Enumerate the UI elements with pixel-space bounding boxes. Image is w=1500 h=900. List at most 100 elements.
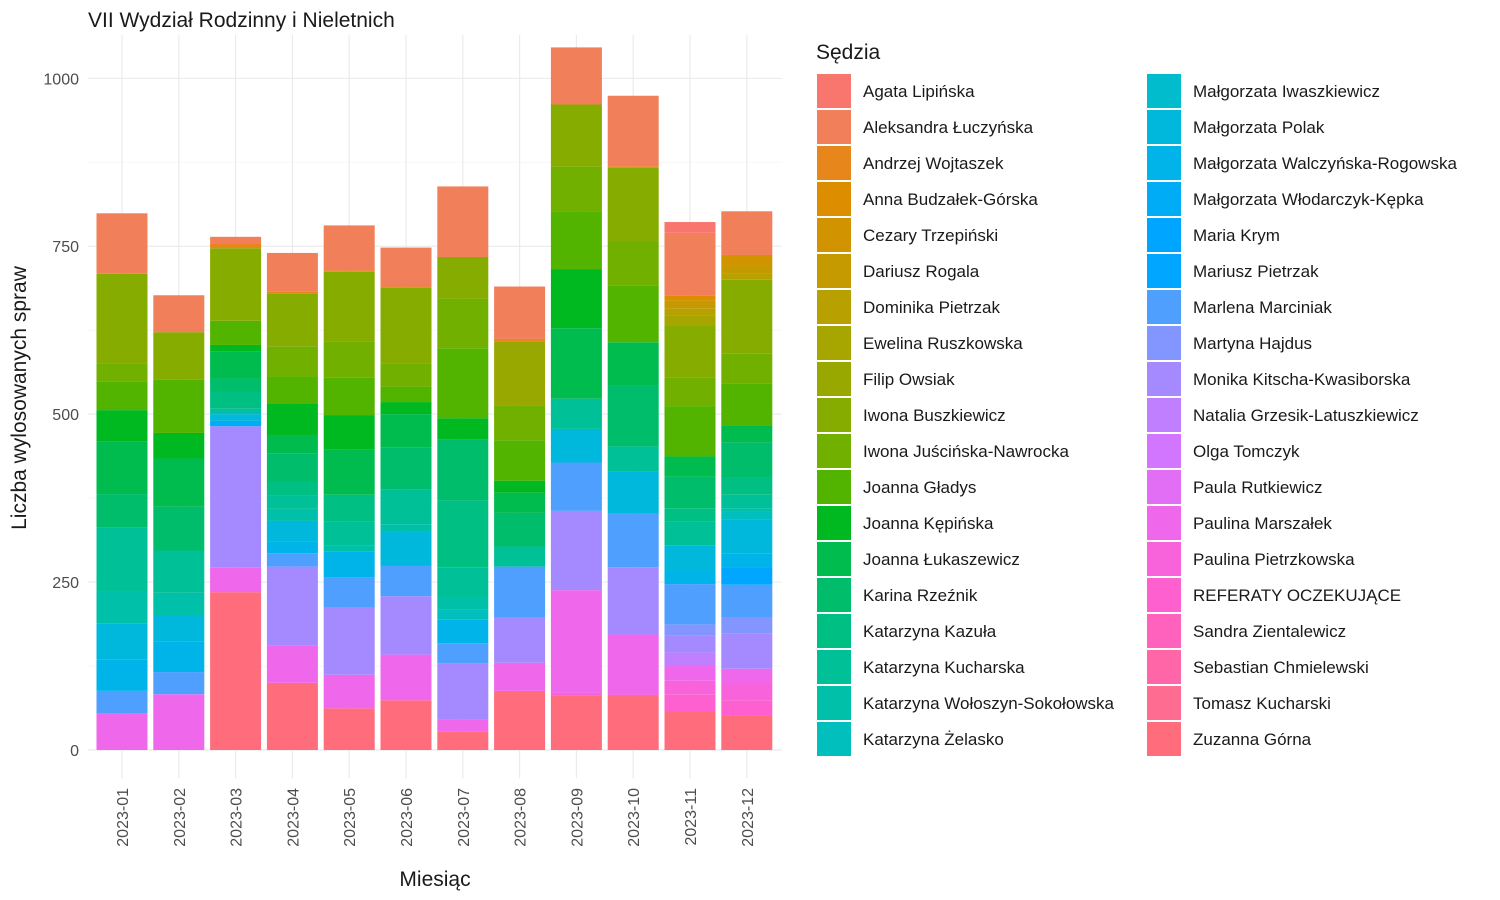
legend-key bbox=[1147, 362, 1181, 396]
bar-segment bbox=[266, 403, 318, 435]
legend-label: Iwona Juścińska-Nawrocka bbox=[863, 442, 1070, 461]
y-tick-label: 1000 bbox=[43, 71, 79, 88]
legend-label: Dominika Pietrzak bbox=[863, 298, 1000, 317]
legend-label: Ewelina Ruszkowska bbox=[863, 334, 1023, 353]
bar-segment bbox=[210, 420, 262, 427]
bar-segment bbox=[721, 494, 773, 509]
bar-segment bbox=[607, 471, 659, 514]
legend-key bbox=[817, 542, 851, 576]
legend-key bbox=[1147, 470, 1181, 504]
bar-segment bbox=[380, 489, 432, 525]
bar-segment bbox=[153, 295, 205, 333]
bar-segment bbox=[494, 546, 546, 567]
bar-segment bbox=[380, 700, 432, 750]
bar-segment bbox=[437, 567, 489, 598]
bar-segment bbox=[96, 410, 148, 442]
bar-segment bbox=[437, 256, 489, 299]
bar-segment bbox=[266, 481, 318, 496]
legend-label: Katarzyna Kucharska bbox=[863, 658, 1025, 677]
legend-key bbox=[817, 362, 851, 396]
bar-segment bbox=[664, 680, 716, 695]
legend-label: Cezary Trzepiński bbox=[863, 226, 998, 245]
bar-segment bbox=[96, 713, 148, 750]
bar-segment bbox=[550, 269, 602, 329]
bar-segment bbox=[664, 406, 716, 457]
bar-segment bbox=[323, 341, 375, 378]
bar-segment bbox=[664, 584, 716, 625]
bar-segment bbox=[664, 694, 716, 712]
bar-segment bbox=[323, 377, 375, 416]
bar-segment bbox=[96, 381, 148, 411]
legend-label: Małgorzata Włodarczyk-Kępka bbox=[1193, 190, 1424, 209]
bar-segment bbox=[664, 456, 716, 477]
bar-segment bbox=[323, 607, 375, 675]
y-tick-label: 750 bbox=[52, 239, 79, 256]
bar-segment bbox=[607, 567, 659, 635]
bar-segment bbox=[323, 271, 375, 342]
bar-segment bbox=[210, 414, 262, 421]
bar-segment bbox=[210, 408, 262, 415]
bar-segment bbox=[664, 377, 716, 407]
x-tick-label: 2023-09 bbox=[569, 788, 586, 847]
bar-segment bbox=[96, 273, 148, 364]
bar-segment bbox=[153, 641, 205, 673]
legend-label: Paula Rutkiewicz bbox=[1193, 478, 1322, 497]
bar-segment bbox=[721, 508, 773, 512]
x-tick-label: 2023-10 bbox=[626, 788, 643, 847]
x-tick-label: 2023-12 bbox=[740, 788, 757, 847]
legend-key bbox=[817, 506, 851, 540]
bar-segment bbox=[664, 545, 716, 572]
y-tick-label: 250 bbox=[52, 575, 79, 592]
bar-segment bbox=[380, 402, 432, 415]
legend-label: Monika Kitscha-Kwasiborska bbox=[1193, 370, 1411, 389]
legend-key bbox=[817, 578, 851, 612]
legend-key bbox=[817, 434, 851, 468]
bar-segment bbox=[721, 519, 773, 554]
bar-segment bbox=[664, 315, 716, 326]
bar-segment bbox=[664, 232, 716, 296]
bar-segment bbox=[721, 442, 773, 478]
bar-segment bbox=[494, 341, 546, 406]
bar-segment bbox=[721, 211, 773, 255]
bar-segment bbox=[210, 592, 262, 750]
bar-segment bbox=[607, 285, 659, 343]
legend-label: Dariusz Rogala bbox=[863, 262, 980, 281]
bar-segment bbox=[437, 597, 489, 610]
bar-segment bbox=[494, 338, 546, 342]
bar-segment bbox=[664, 300, 716, 309]
bar-segment bbox=[721, 265, 773, 274]
legend-label: Marlena Marciniak bbox=[1193, 298, 1332, 317]
legend-key bbox=[817, 110, 851, 144]
x-tick-label: 2023-11 bbox=[683, 788, 700, 846]
x-tick-label: 2023-07 bbox=[456, 788, 473, 847]
bar-segment bbox=[210, 567, 262, 593]
bar-segment bbox=[380, 386, 432, 403]
bar-segment bbox=[721, 683, 773, 701]
legend-key bbox=[1147, 614, 1181, 648]
legend-label: Joanna Kępińska bbox=[863, 514, 994, 533]
bar-segment bbox=[266, 376, 318, 404]
legend-key bbox=[1147, 218, 1181, 252]
bar-segment bbox=[437, 186, 489, 257]
bar-segment bbox=[494, 566, 546, 618]
legend-key bbox=[817, 470, 851, 504]
bar-segment bbox=[380, 247, 432, 287]
bar-segment bbox=[380, 287, 432, 364]
bar-segment bbox=[153, 614, 205, 642]
legend-label: Sandra Zientalewicz bbox=[1193, 622, 1346, 641]
bar-segment bbox=[664, 222, 716, 233]
legend-key bbox=[1147, 578, 1181, 612]
bar-segment bbox=[550, 692, 602, 696]
bar-segment bbox=[494, 512, 546, 547]
legend-label: Andrzej Wojtaszek bbox=[863, 154, 1004, 173]
bar-segment bbox=[153, 550, 205, 593]
bar-segment bbox=[721, 715, 773, 750]
bar-segment bbox=[323, 577, 375, 608]
legend-label: Małgorzata Polak bbox=[1193, 118, 1325, 137]
bar-segment bbox=[664, 666, 716, 681]
bar-segment bbox=[721, 477, 773, 495]
legend-label: Katarzyna Kazuła bbox=[863, 622, 997, 641]
legend-key bbox=[817, 686, 851, 720]
bar-segment bbox=[96, 591, 148, 624]
bar-segment bbox=[266, 495, 318, 509]
